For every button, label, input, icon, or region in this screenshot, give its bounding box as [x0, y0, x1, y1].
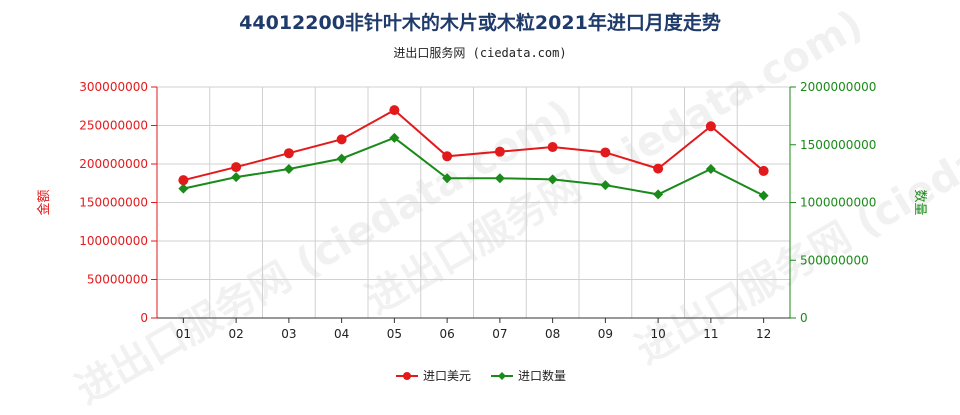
right-axis-tick-label: 0 — [800, 311, 808, 325]
left-axis-tick-label: 300000000 — [79, 80, 148, 94]
data-point-amount — [442, 151, 453, 162]
left-axis-tick-label: 150000000 — [79, 196, 148, 210]
data-point-amount — [494, 146, 505, 157]
x-axis-tick-label: 10 — [650, 327, 665, 341]
data-point-quantity — [336, 153, 347, 164]
data-point-amount — [653, 163, 664, 174]
x-axis-tick-label: 02 — [228, 327, 243, 341]
data-point-amount — [758, 165, 769, 176]
x-axis-tick-label: 06 — [439, 327, 454, 341]
right-axis-tick-label: 500000000 — [800, 253, 869, 267]
chart-title: 44012200非针叶木的木片或木粒2021年进口月度走势 — [239, 12, 721, 34]
left-axis-tick-label: 200000000 — [79, 157, 148, 171]
series-line-1 — [183, 108, 765, 182]
legend-marker-2 — [498, 372, 506, 380]
chart-svg: 0 50000000 100000000 150000000 200000000 2500… — [36, 80, 927, 383]
x-axis-tick-label: 04 — [334, 327, 349, 341]
data-point-quantity — [494, 173, 505, 184]
data-point-quantity — [178, 183, 189, 194]
series-line-2 — [183, 136, 765, 197]
data-point-amount — [231, 162, 242, 173]
data-point-quantity — [600, 180, 611, 191]
data-point-quantity — [758, 190, 769, 201]
data-point-quantity — [547, 174, 558, 185]
data-point-quantity — [389, 132, 400, 143]
data-point-amount — [547, 142, 558, 153]
legend-label-2: 进口数量 — [518, 368, 566, 383]
data-point-amount — [705, 121, 716, 132]
data-point-quantity — [283, 164, 294, 175]
x-axis-tick-label: 11 — [703, 327, 718, 341]
legend-marker-1 — [403, 372, 411, 380]
x-axis-tick-label: 12 — [756, 327, 771, 341]
data-point-amount — [283, 148, 294, 159]
x-axis-tick-label: 08 — [545, 327, 560, 341]
x-axis-tick-label: 09 — [598, 327, 613, 341]
left-axis-tick-label: 0 — [140, 311, 148, 325]
data-point-quantity — [231, 172, 242, 183]
right-axis-tick-label: 1500000000 — [800, 138, 876, 152]
data-point-amount — [178, 175, 189, 186]
data-point-amount — [336, 134, 347, 145]
right-axis-title: 数量 — [912, 189, 927, 215]
x-axis-tick-label: 07 — [492, 327, 507, 341]
data-point-quantity — [653, 189, 664, 200]
data-point-amount — [600, 147, 611, 158]
right-axis-tick-label: 1000000000 — [800, 196, 876, 210]
data-point-quantity — [705, 164, 716, 175]
left-axis-tick-label: 250000000 — [79, 119, 148, 133]
chart-subtitle: 进出口服务网 (ciedata.com) — [393, 46, 567, 60]
x-axis-tick-label: 01 — [176, 327, 191, 341]
right-axis-tick-label: 2000000000 — [800, 80, 876, 94]
legend-label-1: 进口美元 — [423, 369, 471, 383]
left-axis-title: 金额 — [36, 189, 52, 215]
left-axis-tick-label: 100000000 — [79, 234, 148, 248]
x-axis-tick-label: 03 — [281, 327, 296, 341]
x-axis-tick-label: 05 — [387, 327, 402, 341]
left-axis-tick-label: 50000000 — [87, 273, 148, 287]
data-point-amount — [389, 105, 400, 116]
data-point-quantity — [442, 173, 453, 184]
